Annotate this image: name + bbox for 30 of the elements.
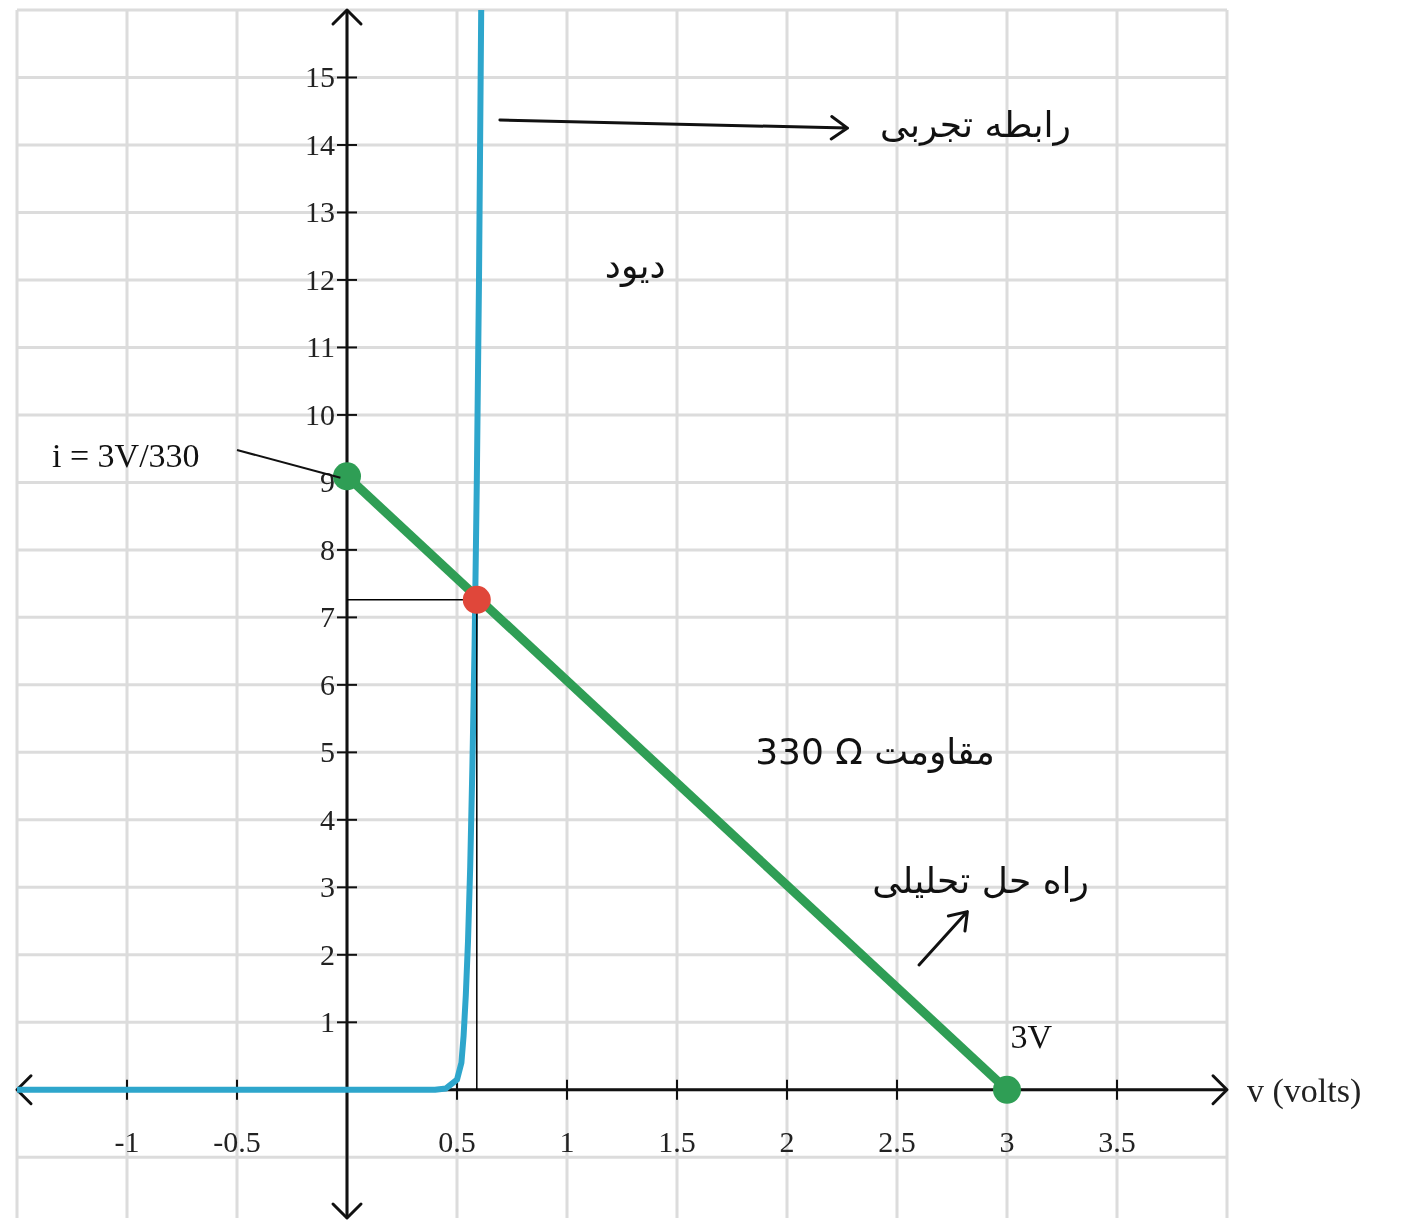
x-tick-label: -1 <box>114 1124 140 1158</box>
y-tick-label: 2 <box>320 937 335 971</box>
x-tick-label: 0.5 <box>438 1124 476 1158</box>
x-tick-label: 3.5 <box>1098 1124 1136 1158</box>
x-tick-label: 2 <box>779 1124 795 1158</box>
annotation: 3V <box>1010 1017 1052 1055</box>
y-tick-label: 6 <box>320 667 335 701</box>
annotation: دیود <box>604 245 666 287</box>
y-tick-label: 13 <box>305 195 335 229</box>
y-tick-label: 8 <box>320 532 335 566</box>
y-tick-label: 3 <box>320 870 335 904</box>
y-tick-label: 11 <box>306 330 335 364</box>
y-tick-label: 14 <box>305 127 335 161</box>
annotation: i = 3V/330 <box>52 437 200 475</box>
y-tick-label: 5 <box>320 735 335 769</box>
y-tick-label: 12 <box>305 262 335 296</box>
x-tick-label: 2.5 <box>878 1124 916 1158</box>
y-tick-label: 4 <box>320 802 335 836</box>
annotation: راه حل تحلیلی <box>872 859 1089 901</box>
y-tick-label: 1 <box>320 1005 335 1039</box>
x-tick-label: 3 <box>999 1124 1015 1158</box>
annotation: رابطه تجربی <box>879 103 1071 145</box>
x-tick-label: -0.5 <box>213 1124 261 1158</box>
y-tick-label: 15 <box>305 60 335 94</box>
y-tick-label: 10 <box>305 397 335 431</box>
xlabel: v (volts) <box>1247 1071 1362 1109</box>
annotation: 330 Ω مقاومت <box>755 731 995 773</box>
y-tick-label: 7 <box>320 600 335 634</box>
x-tick-label: 1 <box>559 1124 575 1158</box>
x-tick-label: 1.5 <box>658 1124 696 1158</box>
